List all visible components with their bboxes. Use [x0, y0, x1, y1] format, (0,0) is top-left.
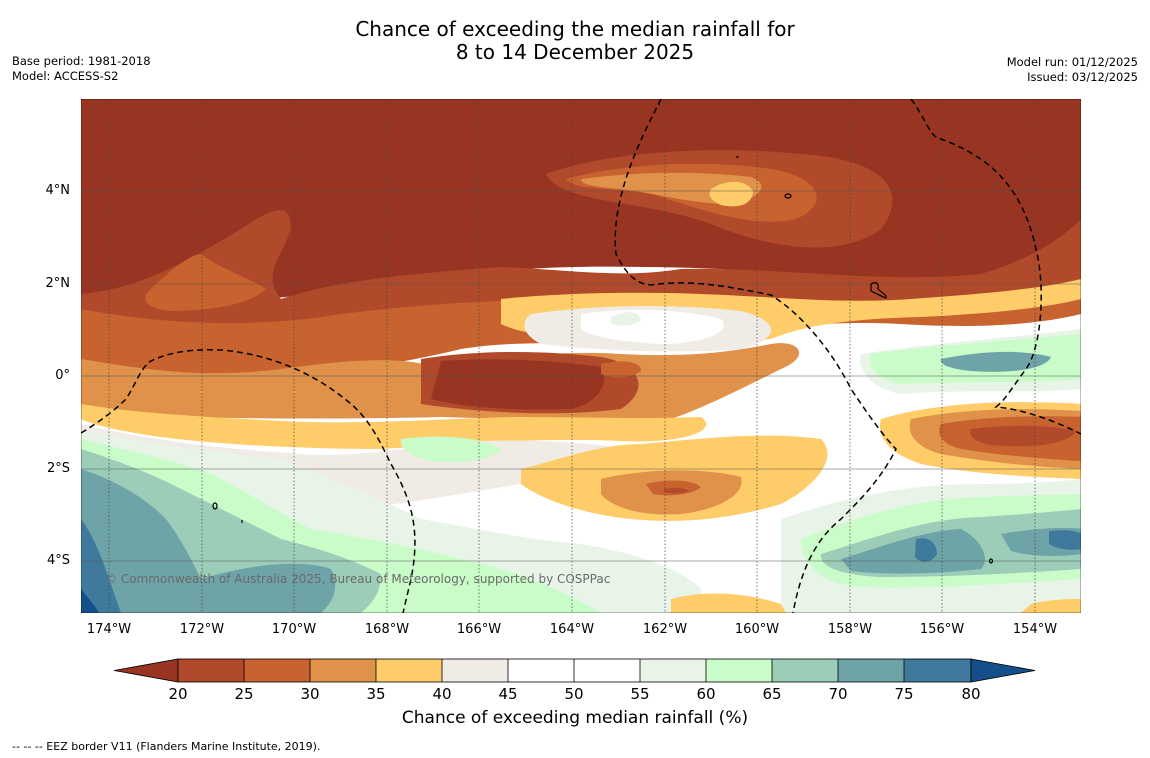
colorbar-bin-70-75: [838, 659, 904, 682]
region-20-band: [431, 359, 605, 410]
colorbar-bin-55-60: [640, 659, 706, 682]
region-80-sw: [81, 589, 99, 613]
region-30-west: [145, 254, 266, 311]
base-period: Base period: 1981-2018: [12, 54, 151, 68]
colorbar-dividers: [177, 658, 972, 683]
title-line-1: Chance of exceeding the median rainfall …: [355, 17, 795, 41]
copyright-text: © Commonwealth of Australia 2025, Bureau…: [105, 572, 611, 586]
region-40-north: [709, 181, 753, 207]
region-40-band: [81, 404, 707, 449]
colorbar-bin-35-40: [376, 659, 442, 682]
lon-label-154w: 154°W: [1012, 622, 1058, 637]
colorbar-bin-20-25: [178, 659, 244, 682]
colorbar-bin-65-70: [772, 659, 838, 682]
region-70-sw: [81, 469, 336, 613]
lat-label-2n: 2°N: [45, 276, 71, 291]
region-70-east: [940, 351, 1051, 372]
colorbar-arrow-low: [114, 658, 179, 683]
region-70-se: [841, 529, 985, 574]
model-run: Model run: 01/12/2025: [1006, 55, 1138, 69]
lon-label-166w: 166°W: [456, 622, 502, 637]
colorbar-arrow-high: [970, 658, 1036, 683]
colorbar-tick-65: 65: [762, 685, 782, 703]
lon-label-170w: 170°W: [271, 622, 317, 637]
lon-label-168w: 168°W: [364, 622, 410, 637]
meta-right: Model run: 01/12/2025 Issued: 03/12/2025: [1007, 55, 1138, 85]
region-30-small: [601, 361, 641, 378]
lon-label-162w: 162°W: [642, 622, 688, 637]
colorbar-tick-75: 75: [894, 685, 914, 703]
colorbar-tick-40: 40: [432, 685, 452, 703]
model-name: Model: ACCESS-S2: [12, 69, 119, 83]
region-55-north: [611, 312, 641, 326]
colorbar-tick-60: 60: [696, 685, 716, 703]
region-25-east: [970, 425, 1076, 447]
colorbar-tick-45: 45: [498, 685, 518, 703]
colorbar-tick-20: 20: [168, 685, 188, 703]
eez-legend-note: -- -- -- EEZ border V11 (Flanders Marine…: [12, 740, 321, 753]
region-75-se2: [1049, 530, 1081, 550]
colorbar-tick-70: 70: [828, 685, 848, 703]
lon-label-160w: 160°W: [734, 622, 780, 637]
eez-borders: [81, 99, 1081, 613]
colorbar-bin-50-55: [574, 659, 640, 682]
region-75-sw: [81, 519, 121, 613]
lat-label-0: 0°: [55, 368, 70, 383]
graticule-meridians: [108, 99, 1036, 613]
region-25: [81, 210, 1081, 334]
lon-label-158w: 158°W: [827, 622, 873, 637]
region-25-south: [664, 487, 689, 494]
region-40-bottom: [671, 593, 786, 613]
lon-label-156w: 156°W: [919, 622, 965, 637]
lat-label-4s: 4°S: [46, 553, 70, 568]
map-title: Chance of exceeding the median rainfall …: [0, 18, 1150, 64]
colorbar-title: Chance of exceeding median rainfall (%): [401, 708, 749, 728]
region-40-bottom-east: [1021, 599, 1081, 613]
colorbar-bin-25-30: [244, 659, 310, 682]
colorbar-tick-30: 30: [300, 685, 320, 703]
lat-label-4n: 4°N: [45, 183, 71, 198]
lon-label-174w: 174°W: [86, 622, 132, 637]
region-30-south: [646, 480, 701, 496]
region-60-mid: [400, 436, 501, 463]
region-75-se: [915, 538, 937, 562]
rainfall-map: [81, 99, 1081, 613]
colorbar-bin-30-35: [310, 659, 376, 682]
colorbar-tick-50: 50: [564, 685, 584, 703]
colorbar: [114, 658, 1036, 683]
lon-label-164w: 164°W: [549, 622, 595, 637]
title-line-2: 8 to 14 December 2025: [455, 40, 695, 64]
colorbar-bin-40-45: [442, 659, 508, 682]
colorbar-bin-60-65: [706, 659, 772, 682]
meta-left: Base period: 1981-2018 Model: ACCESS-S2: [12, 54, 151, 84]
colorbar-tick-25: 25: [234, 685, 254, 703]
colorbar-tick-80: 80: [961, 685, 981, 703]
graticule-parallels: [81, 190, 1081, 562]
islands: [212, 102, 994, 564]
colorbar-tick-35: 35: [366, 685, 386, 703]
colorbar-bin-45-50: [508, 659, 574, 682]
lon-label-172w: 172°W: [179, 622, 225, 637]
colorbar-bin-75-80: [904, 659, 971, 682]
region-20: [81, 99, 1081, 306]
colorbar-tick-55: 55: [630, 685, 650, 703]
issued-date: Issued: 03/12/2025: [1027, 70, 1138, 84]
lat-label-2s: 2°S: [46, 461, 70, 476]
